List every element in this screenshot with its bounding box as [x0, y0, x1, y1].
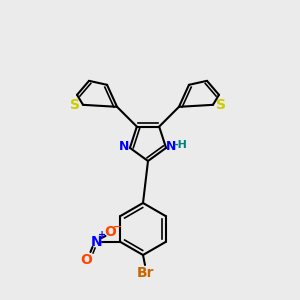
Text: −: − — [113, 222, 122, 232]
Text: Br: Br — [136, 266, 154, 280]
Text: N: N — [119, 140, 129, 153]
Text: N: N — [91, 235, 102, 249]
Text: S: S — [216, 98, 226, 112]
Text: S: S — [70, 98, 80, 112]
Text: -H: -H — [173, 140, 187, 150]
Text: O: O — [104, 225, 116, 239]
Text: N: N — [166, 140, 176, 153]
Text: O: O — [80, 253, 92, 267]
Text: +: + — [98, 230, 106, 240]
